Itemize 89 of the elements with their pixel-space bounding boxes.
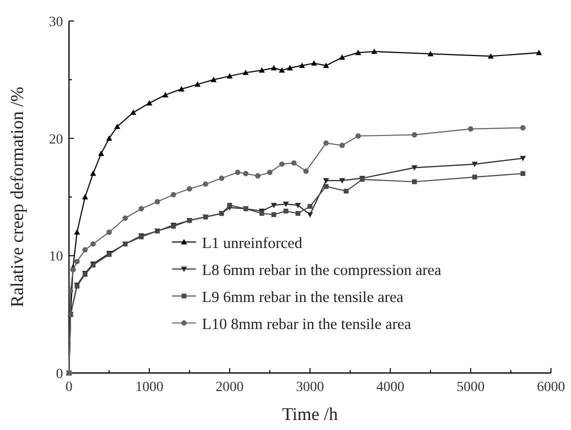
point	[270, 202, 277, 208]
point	[282, 202, 289, 208]
point	[270, 64, 277, 70]
point	[106, 135, 112, 141]
point	[278, 67, 285, 73]
legend-label: L10 8mm rebar in the tensile area	[202, 316, 412, 333]
point	[258, 67, 265, 73]
x-tick-label: 3000	[296, 380, 324, 395]
point	[294, 202, 301, 208]
point	[520, 125, 526, 130]
point	[311, 60, 318, 66]
point	[106, 230, 112, 235]
point	[194, 81, 201, 87]
x-tick-label: 0	[66, 380, 72, 395]
point	[226, 73, 233, 79]
point	[90, 170, 96, 176]
y-tick-label: 30	[49, 15, 63, 30]
point	[286, 64, 293, 70]
x-tick-label: 1000	[135, 380, 164, 395]
y-tick-label: 20	[49, 132, 63, 148]
point	[536, 50, 542, 56]
point	[303, 168, 309, 174]
point	[356, 133, 361, 139]
point	[472, 162, 478, 168]
point	[242, 70, 249, 76]
point	[138, 206, 144, 212]
point	[520, 156, 526, 162]
point	[355, 50, 362, 56]
point	[162, 92, 168, 98]
point	[279, 161, 285, 167]
legend-label: L9 6mm rebar in the tensile area	[202, 289, 404, 306]
point	[259, 211, 264, 216]
legend-label: L8 6mm rebar in the compression area	[202, 262, 442, 279]
point	[323, 62, 330, 68]
point	[267, 170, 273, 176]
point	[323, 178, 330, 184]
point	[178, 86, 184, 92]
legend-label: L1 unreinforced	[202, 235, 303, 252]
point	[114, 124, 120, 129]
point	[122, 215, 128, 221]
y-tick-label: 0	[56, 367, 63, 382]
point	[82, 194, 88, 200]
point	[307, 212, 313, 218]
point	[255, 173, 260, 179]
point	[339, 178, 346, 184]
point	[344, 188, 349, 194]
point	[82, 247, 88, 252]
point	[324, 184, 328, 189]
point	[154, 198, 160, 204]
point	[428, 50, 434, 56]
point	[298, 62, 305, 68]
point	[243, 170, 248, 176]
point	[411, 165, 418, 171]
x-tick-label: 5000	[456, 380, 485, 395]
point	[412, 132, 418, 138]
point	[98, 150, 104, 156]
x-tick-label: 6000	[537, 380, 565, 395]
point	[130, 110, 136, 115]
point	[412, 179, 417, 184]
x-tick-label: 2000	[216, 380, 244, 395]
point	[186, 186, 192, 192]
point	[371, 48, 378, 54]
point	[70, 267, 76, 272]
x-tick-label: 4000	[376, 380, 404, 395]
point	[74, 258, 80, 264]
point	[488, 53, 494, 59]
point	[68, 288, 74, 294]
point	[308, 204, 312, 209]
y-tick-label: 10	[49, 250, 63, 265]
point	[74, 229, 80, 235]
point	[323, 140, 329, 146]
x-axis-title: Time /h	[282, 404, 338, 424]
point	[170, 192, 176, 198]
point	[520, 171, 526, 176]
point	[472, 174, 478, 180]
point	[90, 241, 96, 247]
point	[468, 126, 474, 132]
point	[235, 170, 240, 176]
point	[284, 208, 288, 214]
point	[210, 76, 217, 82]
point	[271, 212, 276, 217]
point	[146, 100, 152, 106]
point	[202, 181, 208, 187]
point	[296, 211, 300, 216]
point	[291, 160, 297, 166]
point	[218, 176, 224, 181]
point	[339, 142, 345, 148]
point	[339, 54, 346, 60]
y-axis-title: Ralative creep deformation /%	[7, 86, 27, 308]
